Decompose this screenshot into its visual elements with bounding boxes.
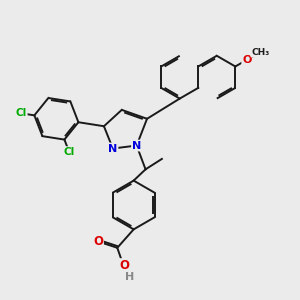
Text: O: O [93,235,103,248]
Text: O: O [120,259,130,272]
Text: H: H [124,272,134,282]
Text: Cl: Cl [64,147,75,157]
Text: Cl: Cl [16,108,27,118]
Text: N: N [132,140,141,151]
Text: N: N [108,143,118,154]
Text: CH₃: CH₃ [251,48,269,57]
Text: O: O [242,55,252,65]
